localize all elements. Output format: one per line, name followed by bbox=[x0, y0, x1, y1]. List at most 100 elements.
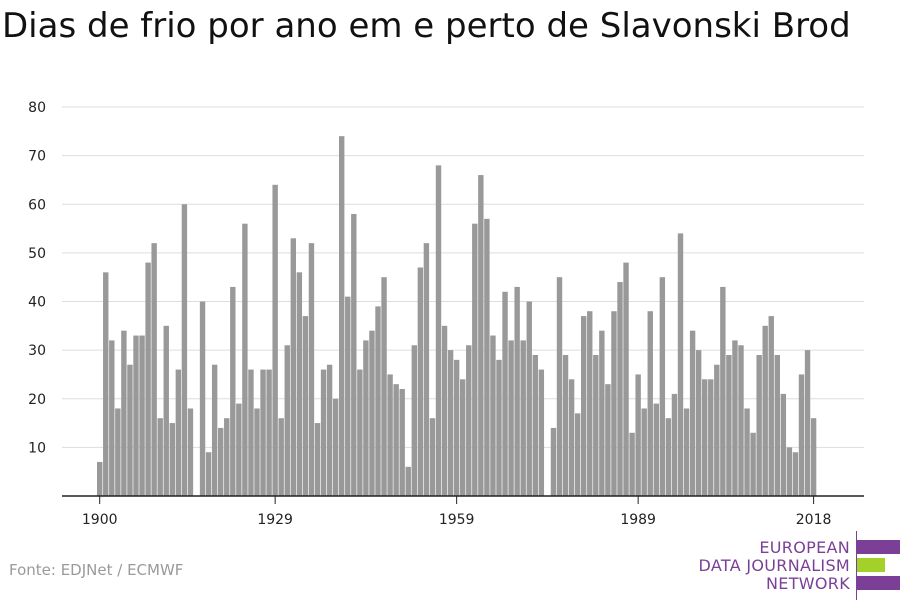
bar-chart: 10 20 30 40 50 60 70 80 1900 1929 1959 1989 2018 bbox=[28, 100, 864, 528]
bar bbox=[103, 272, 109, 496]
bar bbox=[157, 418, 163, 496]
bar bbox=[133, 335, 139, 496]
bar bbox=[242, 223, 248, 496]
bar bbox=[278, 418, 284, 496]
bar bbox=[605, 384, 611, 496]
bar bbox=[532, 354, 538, 496]
bar bbox=[435, 165, 442, 496]
bar bbox=[369, 330, 375, 496]
bar bbox=[581, 316, 587, 496]
bar bbox=[290, 238, 296, 496]
bar bbox=[568, 379, 575, 496]
bar bbox=[702, 379, 708, 496]
bar bbox=[181, 204, 188, 496]
bar bbox=[254, 408, 260, 496]
bar bbox=[726, 354, 732, 496]
bar bbox=[804, 350, 811, 496]
bar bbox=[756, 354, 762, 496]
bar bbox=[417, 267, 424, 496]
logo-divider bbox=[856, 531, 857, 600]
bar bbox=[780, 393, 787, 496]
bar bbox=[496, 359, 502, 496]
bar bbox=[308, 243, 315, 496]
chart-title: Dias de frio por ano em e perto de Slavo… bbox=[2, 6, 851, 46]
bar bbox=[393, 384, 399, 496]
bar bbox=[695, 350, 702, 496]
bar bbox=[810, 418, 817, 496]
bar bbox=[339, 136, 345, 497]
bar bbox=[659, 277, 666, 496]
bar bbox=[689, 330, 696, 496]
bar bbox=[762, 325, 768, 496]
bar bbox=[502, 291, 508, 496]
bar bbox=[345, 296, 351, 496]
bar bbox=[405, 466, 411, 496]
bar bbox=[326, 364, 333, 496]
bar bbox=[351, 213, 357, 496]
bar bbox=[423, 243, 430, 496]
bar bbox=[139, 335, 145, 496]
y-tick-label: 60 bbox=[28, 197, 46, 213]
bar bbox=[708, 379, 714, 496]
bar bbox=[411, 345, 417, 496]
y-tick-label: 50 bbox=[28, 246, 46, 262]
bar bbox=[786, 447, 793, 496]
x-tick-label: 1959 bbox=[439, 512, 475, 528]
bar bbox=[774, 354, 780, 496]
bar bbox=[574, 413, 581, 496]
bar bbox=[671, 393, 678, 496]
bar bbox=[453, 359, 460, 496]
bar bbox=[314, 423, 321, 496]
bar bbox=[211, 364, 218, 496]
logo-green-bar bbox=[857, 558, 885, 572]
bar bbox=[236, 403, 242, 496]
edjnet-logo[interactable]: EUROPEAN DATA JOURNALISM NETWORK bbox=[699, 531, 900, 600]
bar bbox=[653, 403, 659, 496]
y-tick-label: 20 bbox=[28, 392, 46, 408]
bar bbox=[484, 218, 490, 496]
bar bbox=[187, 408, 194, 496]
bar bbox=[593, 354, 599, 496]
bar bbox=[490, 335, 496, 496]
bar bbox=[145, 262, 151, 496]
source-note: Fonte: EDJNet / ECMWF bbox=[9, 561, 184, 579]
bar bbox=[97, 461, 103, 496]
bar bbox=[466, 345, 472, 496]
bar bbox=[635, 374, 641, 496]
bar bbox=[599, 330, 605, 496]
logo-line-1: EUROPEAN bbox=[759, 538, 850, 557]
bar bbox=[429, 418, 436, 496]
bar bbox=[556, 277, 563, 496]
bar bbox=[284, 345, 290, 496]
bar bbox=[641, 408, 647, 496]
bar bbox=[768, 316, 774, 496]
bar bbox=[472, 223, 478, 496]
logo-line-3: NETWORK bbox=[766, 574, 850, 593]
bar bbox=[665, 418, 672, 496]
y-axis-ticks: 10 20 30 40 50 60 70 80 bbox=[28, 100, 46, 456]
bar bbox=[611, 311, 617, 496]
logo-purple-bar-top bbox=[857, 540, 900, 554]
bar bbox=[296, 272, 303, 496]
bar bbox=[508, 340, 514, 496]
bar bbox=[127, 364, 133, 496]
bar bbox=[520, 340, 526, 496]
y-tick-label: 70 bbox=[28, 149, 46, 165]
logo-purple-bar-bottom bbox=[857, 576, 900, 590]
bar bbox=[526, 301, 532, 496]
bar bbox=[332, 398, 339, 496]
bar bbox=[387, 374, 393, 496]
bar bbox=[623, 262, 629, 496]
bar bbox=[447, 350, 454, 496]
bar bbox=[550, 427, 557, 496]
bar bbox=[248, 369, 254, 496]
bar bbox=[683, 408, 690, 496]
bar bbox=[792, 452, 799, 496]
bar bbox=[320, 369, 327, 496]
bar bbox=[750, 432, 756, 496]
y-tick-label: 80 bbox=[28, 100, 46, 116]
x-tick-label: 2018 bbox=[796, 512, 832, 528]
bar bbox=[218, 427, 224, 496]
bar bbox=[230, 286, 236, 496]
bar bbox=[399, 389, 405, 496]
